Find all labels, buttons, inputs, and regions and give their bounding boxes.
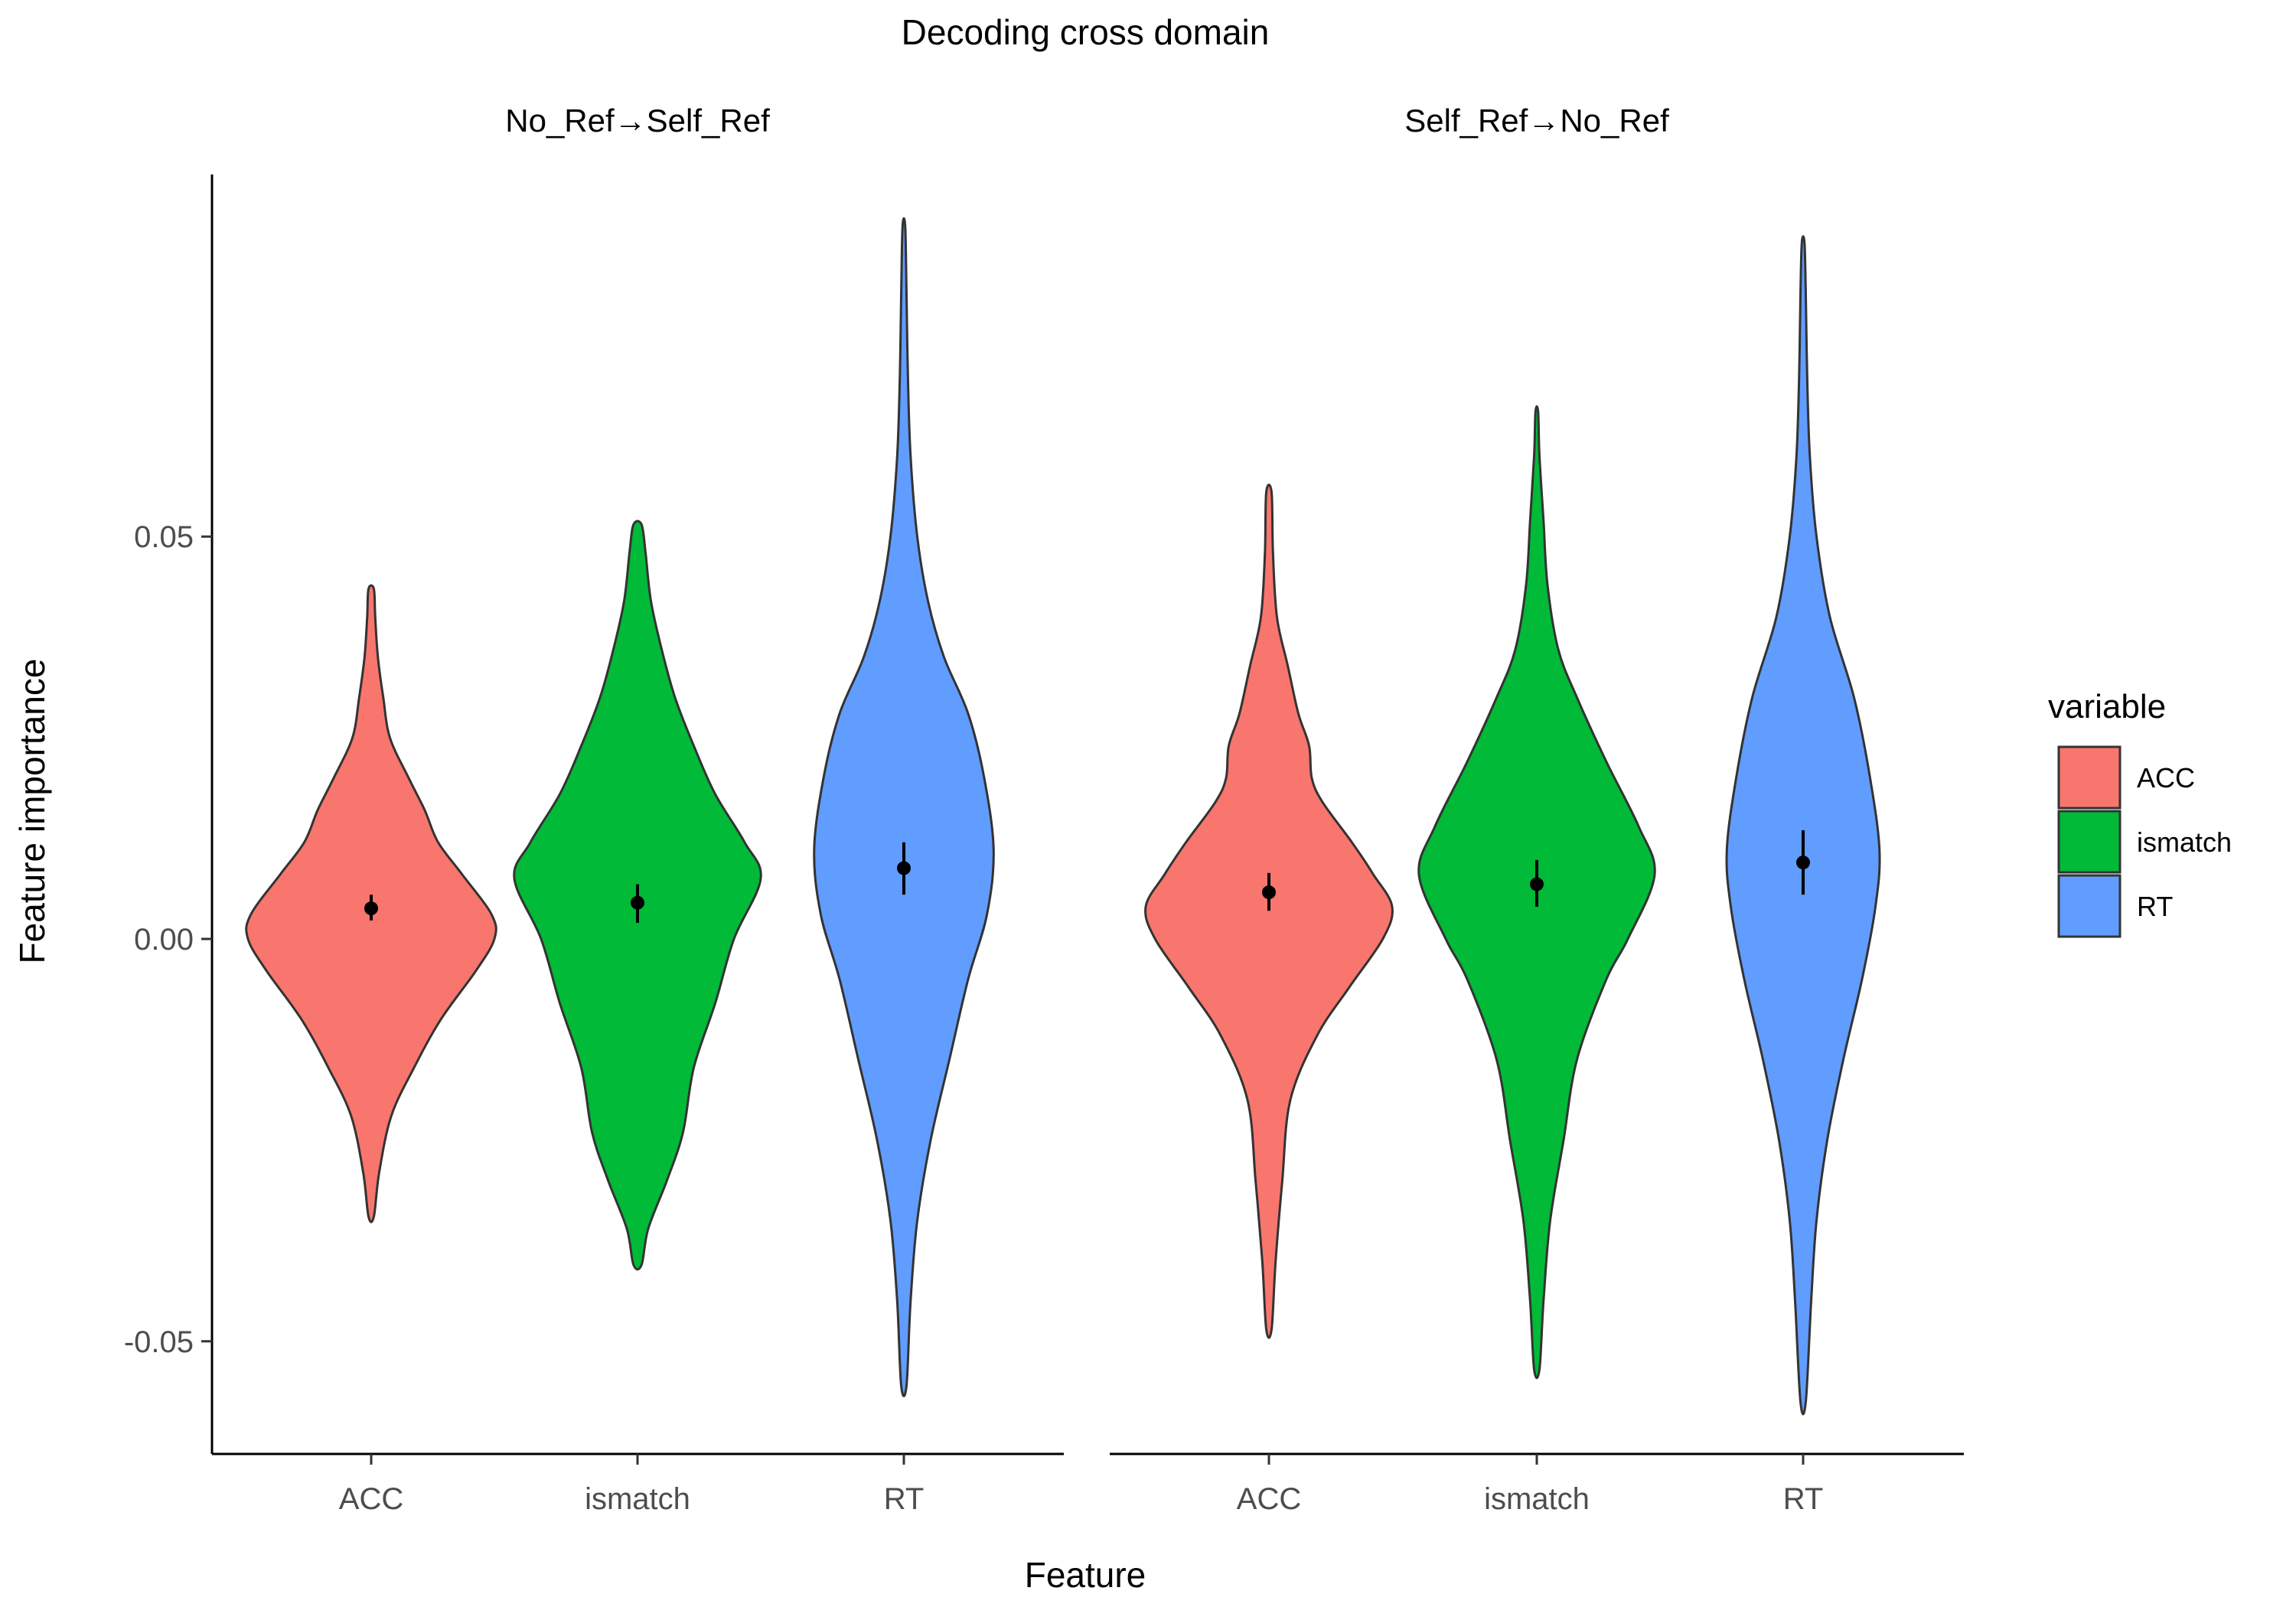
legend: variable ACC ismatch RT bbox=[2048, 688, 2232, 938]
x-tick-label: ismatch bbox=[585, 1482, 690, 1516]
y-tick-label: 0.05 bbox=[134, 520, 194, 554]
panel-2-strip-label: Self_Ref→No_Ref bbox=[1404, 103, 1669, 139]
x-tick-label: ACC bbox=[1237, 1482, 1301, 1516]
chart-title: Decoding cross domain bbox=[902, 12, 1270, 52]
mean-point bbox=[1262, 885, 1276, 900]
mean-point bbox=[364, 901, 378, 916]
mean-point bbox=[1796, 856, 1810, 870]
y-axis-title: Feature importance bbox=[12, 659, 52, 964]
y-tick-label: -0.05 bbox=[124, 1325, 194, 1359]
violin-acc bbox=[1144, 484, 1394, 1339]
y-axis: -0.05 0.00 0.05 bbox=[124, 174, 214, 1454]
x-tick-label: ismatch bbox=[1484, 1482, 1590, 1516]
y-tick-label: 0.00 bbox=[134, 923, 194, 957]
mean-point bbox=[631, 895, 644, 910]
mean-point bbox=[897, 861, 911, 875]
panel-self-ref-to-no-ref: ACC ismatch RT bbox=[1110, 235, 1964, 1516]
legend-label: ismatch bbox=[2137, 826, 2232, 858]
x-axis-title: Feature bbox=[1025, 1555, 1146, 1595]
legend-key-ismatch bbox=[2057, 810, 2122, 874]
violin-rt bbox=[1725, 235, 1881, 1416]
legend-key-acc bbox=[2057, 745, 2122, 810]
legend-label: RT bbox=[2137, 891, 2173, 922]
legend-label: ACC bbox=[2137, 762, 2195, 794]
legend-title: variable bbox=[2048, 688, 2166, 725]
x-tick-label: ACC bbox=[339, 1482, 403, 1516]
x-tick-label: RT bbox=[1783, 1482, 1824, 1516]
legend-key-rt bbox=[2057, 874, 2122, 938]
violin-rt bbox=[813, 217, 995, 1397]
panel-no-ref-to-self-ref: ACC ismatch RT bbox=[212, 217, 1064, 1516]
mean-point bbox=[1530, 877, 1544, 892]
panel-1-strip-label: No_Ref→Self_Ref bbox=[505, 103, 770, 139]
x-tick-label: RT bbox=[884, 1482, 925, 1516]
